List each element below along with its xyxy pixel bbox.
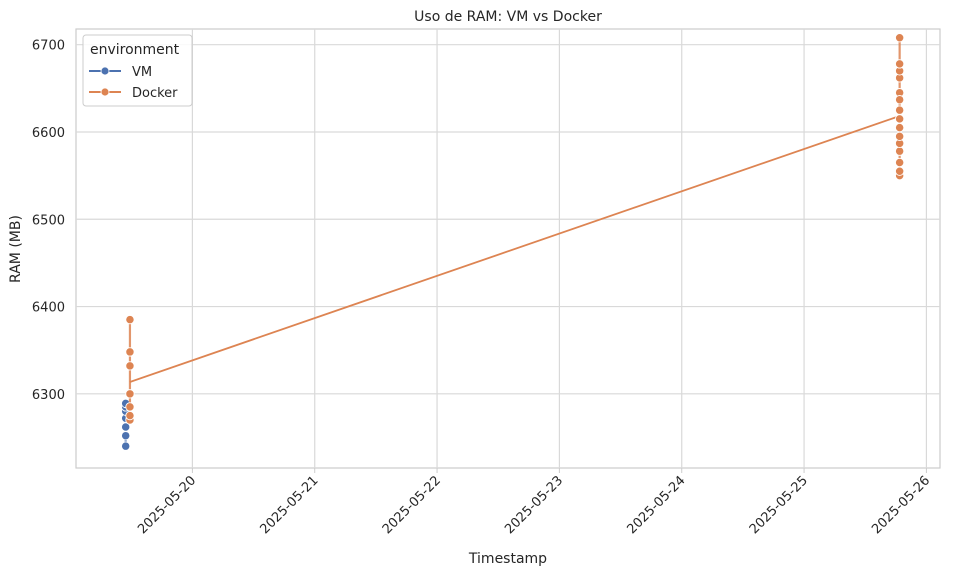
series-docker-point xyxy=(894,105,905,115)
series-vm-point xyxy=(121,441,131,451)
series-docker-point xyxy=(894,59,905,69)
x-tick-label: 2025-05-23 xyxy=(502,473,566,537)
x-axis-title: Timestamp xyxy=(468,551,547,567)
series-docker-point xyxy=(125,410,135,421)
chart-title: Uso de RAM: VM vs Docker xyxy=(414,9,602,25)
y-axis-title: RAM (MB) xyxy=(8,215,24,283)
grid xyxy=(76,29,940,473)
series-docker-line xyxy=(129,115,900,383)
series-docker-point xyxy=(125,389,135,399)
series-docker-point xyxy=(894,33,905,43)
series-docker-point xyxy=(894,122,905,133)
series-docker-point xyxy=(894,95,905,105)
series-docker-point xyxy=(125,347,135,357)
series-layer xyxy=(121,33,905,451)
legend-docker-label: Docker xyxy=(132,86,178,101)
y-tick-label: 6700 xyxy=(32,39,65,54)
x-tick-label: 2025-05-26 xyxy=(869,473,933,537)
series-docker-point xyxy=(894,146,905,156)
x-tick-label: 2025-05-20 xyxy=(135,473,199,537)
x-tick-label: 2025-05-24 xyxy=(625,473,689,537)
legend-vm-label: VM xyxy=(132,65,152,80)
y-tick-label: 6600 xyxy=(32,126,65,141)
series-docker-point xyxy=(125,361,135,371)
x-tick-label: 2025-05-22 xyxy=(380,473,444,537)
series-docker-point xyxy=(894,114,905,124)
legend-title: environment xyxy=(90,42,180,58)
x-tick-label: 2025-05-25 xyxy=(747,473,811,537)
legend-docker-marker xyxy=(100,87,110,97)
legend-frame xyxy=(82,34,193,107)
legend: environment VM Docker xyxy=(82,34,193,107)
series-docker-point xyxy=(125,402,135,412)
series-docker-point xyxy=(894,157,905,168)
y-tick-label: 6300 xyxy=(32,388,65,403)
y-tick-label: 6400 xyxy=(32,301,65,316)
legend-vm-marker xyxy=(100,66,110,76)
series-docker-point xyxy=(125,314,135,325)
x-tick-label: 2025-05-21 xyxy=(258,473,322,537)
series-docker-point xyxy=(894,131,905,141)
plot-area xyxy=(75,28,941,469)
series-vm-point xyxy=(121,431,131,441)
series-docker-point xyxy=(894,166,905,176)
y-tick-label: 6500 xyxy=(32,213,65,228)
